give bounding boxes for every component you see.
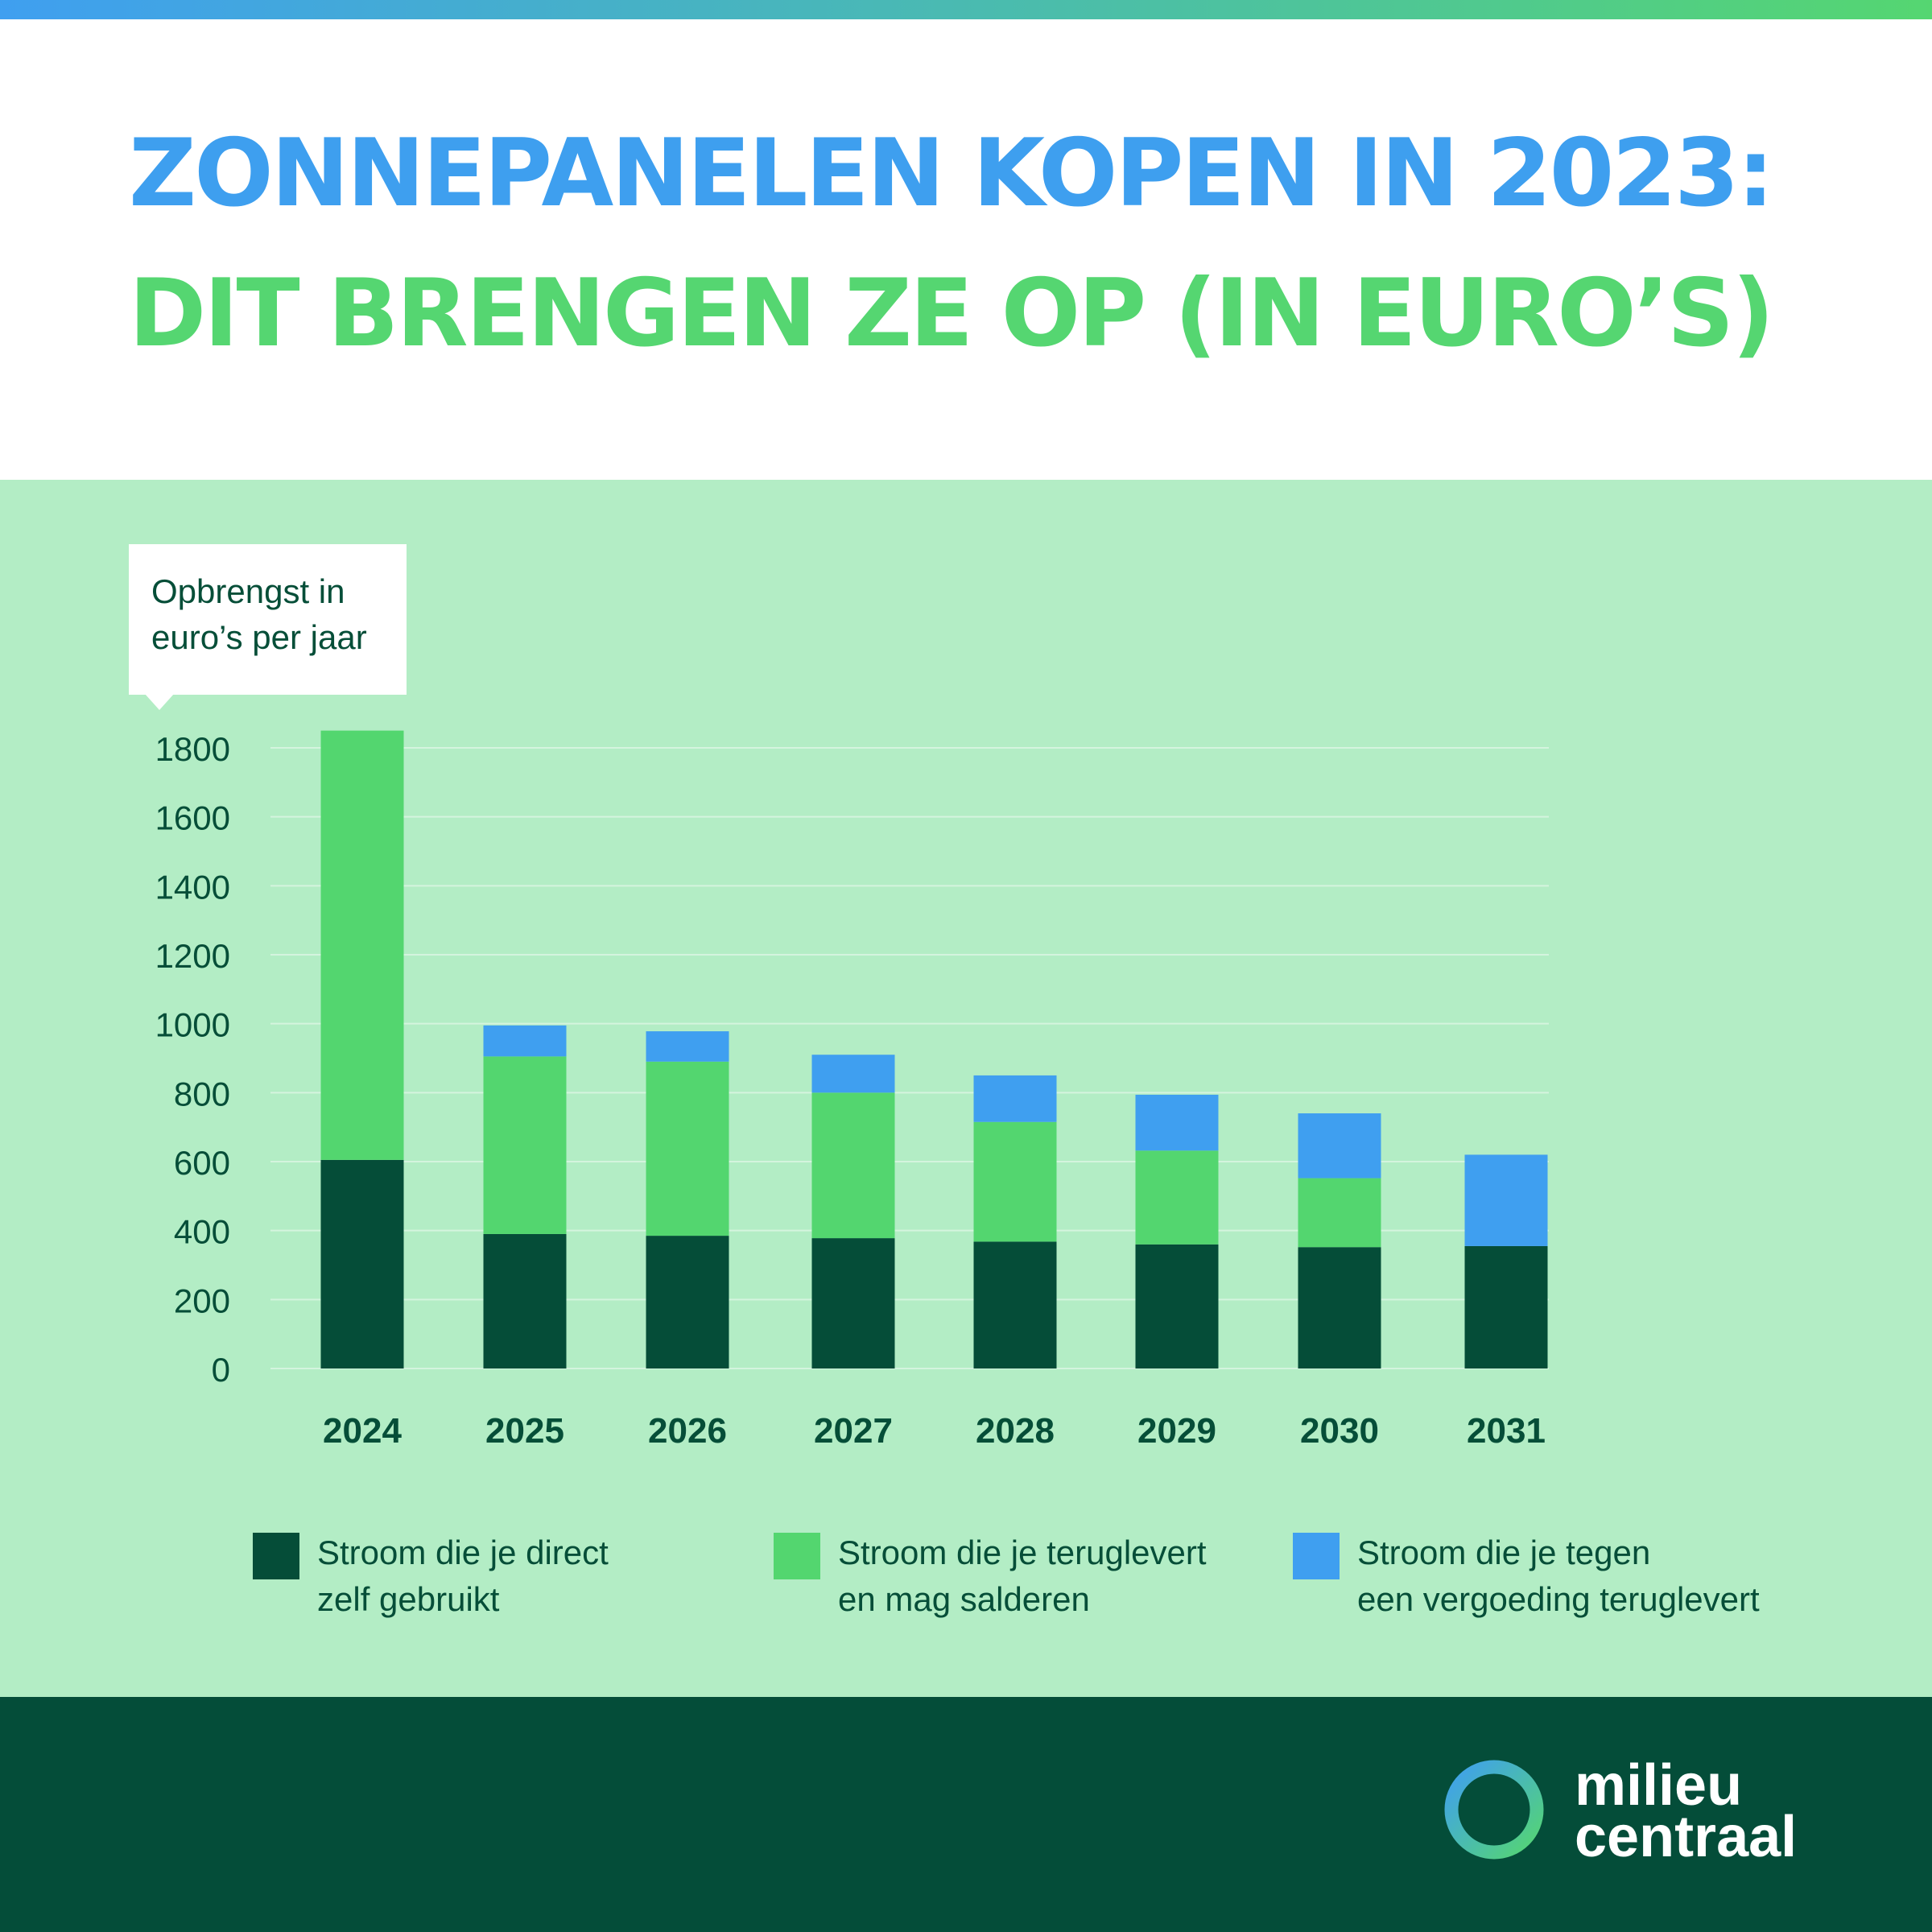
- x-tick-label-2029: 2029: [1137, 1411, 1216, 1451]
- bar-2029-series-2: [1135, 1094, 1219, 1151]
- y-tick-label-0: 0: [212, 1351, 230, 1389]
- bar-2030-series-1: [1298, 1178, 1381, 1248]
- bar-2028-series-1: [973, 1121, 1057, 1242]
- bar-2025-series-1: [483, 1056, 567, 1234]
- legend-label-netting-line-2: en mag salderen: [838, 1580, 1090, 1618]
- bar-2030-series-0: [1298, 1247, 1381, 1368]
- y-tick-label-1400: 1400: [155, 868, 230, 906]
- x-tick-label-2030: 2030: [1300, 1411, 1379, 1451]
- y-tick-label-1600: 1600: [155, 799, 230, 837]
- milieu-centraal-logo-text: milieu centraal: [1575, 1753, 1798, 1869]
- bar-2026-series-2: [646, 1031, 729, 1062]
- legend-label-feed-in-compensation-line-2: een vergoeding teruglevert: [1357, 1580, 1760, 1618]
- legend-label-direct-use-line-2: zelf gebruikt: [317, 1580, 500, 1618]
- legend-swatch-netting: [774, 1533, 820, 1579]
- bar-2027-series-0: [811, 1238, 895, 1368]
- bar-2030-series-2: [1298, 1113, 1381, 1179]
- y-tick-label-400: 400: [174, 1213, 230, 1251]
- y-tick-label-200: 200: [174, 1282, 230, 1319]
- x-tick-label-2026: 2026: [648, 1411, 727, 1451]
- bars: [320, 730, 1548, 1368]
- x-tick-label-2025: 2025: [485, 1411, 564, 1451]
- y-tick-label-1200: 1200: [155, 937, 230, 975]
- legend-label-feed-in-compensation-line-1: Stroom die je tegen: [1357, 1534, 1651, 1571]
- y-axis-label-line-2: euro’s per jaar: [151, 618, 367, 656]
- logo-word-centraal: centraal: [1575, 1805, 1798, 1869]
- bar-2026-series-1: [646, 1061, 729, 1236]
- bar-2027-series-2: [811, 1055, 895, 1093]
- x-tick-label-2024: 2024: [323, 1411, 402, 1451]
- title-line-1: ZONNEPANELEN KOPEN IN 2023:: [129, 119, 1774, 228]
- top-gradient-bar: [0, 0, 1932, 19]
- legend-label-netting: Stroom die je teruglevert en mag saldere…: [838, 1530, 1207, 1623]
- legend-swatch-feed-in-compensation: [1293, 1533, 1340, 1579]
- bar-2028-series-2: [973, 1075, 1057, 1122]
- y-axis-label-line-1: Opbrengst in: [151, 572, 345, 610]
- y-tick-label-1800: 1800: [155, 730, 230, 768]
- bar-2029-series-1: [1135, 1150, 1219, 1245]
- y-tick-label-800: 800: [174, 1075, 230, 1113]
- milieu-centraal-ring-icon: [1444, 1760, 1544, 1860]
- bar-2026-series-0: [646, 1236, 729, 1368]
- bar-2025-series-2: [483, 1025, 567, 1057]
- footer: [0, 1697, 1932, 1932]
- y-axis-ticks: 0 200 400 600 800 1000 1200 1400 1600 1800: [155, 730, 230, 1389]
- y-tick-label-1000: 1000: [155, 1006, 230, 1044]
- bar-2029-series-0: [1135, 1244, 1219, 1368]
- bar-2031-series-2: [1464, 1154, 1548, 1246]
- logo-word-milieu: milieu: [1575, 1753, 1743, 1818]
- x-axis-ticks: 2024 2025 2026 2027 2028 2029 2030 2031: [323, 1411, 1546, 1451]
- callout-pointer: [145, 694, 174, 710]
- x-tick-label-2031: 2031: [1467, 1411, 1546, 1451]
- bar-2024-series-0: [320, 1159, 404, 1368]
- bar-2028-series-0: [973, 1241, 1057, 1368]
- legend-label-direct-use: Stroom die je direct zelf gebruikt: [317, 1530, 609, 1623]
- bar-2025-series-0: [483, 1233, 567, 1368]
- y-axis-label-callout: Opbrengst in euro’s per jaar: [129, 544, 407, 695]
- y-tick-label-600: 600: [174, 1144, 230, 1182]
- legend-label-direct-use-line-1: Stroom die je direct: [317, 1534, 609, 1571]
- bar-2027-series-1: [811, 1092, 895, 1239]
- bar-2031-series-0: [1464, 1245, 1548, 1368]
- legend-swatch-direct-use: [253, 1533, 299, 1579]
- x-tick-label-2028: 2028: [976, 1411, 1055, 1451]
- x-tick-label-2027: 2027: [814, 1411, 893, 1451]
- title-line-2: DIT BRENGEN ZE OP (IN EURO’S): [129, 259, 1774, 368]
- bar-2024-series-1: [320, 730, 404, 1160]
- legend-label-netting-line-1: Stroom die je teruglevert: [838, 1534, 1207, 1571]
- legend-label-feed-in-compensation: Stroom die je tegen een vergoeding terug…: [1357, 1530, 1760, 1623]
